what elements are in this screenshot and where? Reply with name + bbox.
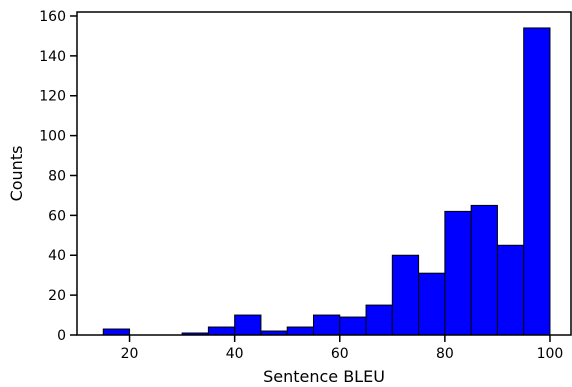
y-tick-label: 140 — [39, 49, 66, 65]
y-tick-label: 160 — [39, 9, 66, 25]
plot-frame — [76, 11, 572, 336]
histogram-bar-9 — [339, 316, 367, 336]
histogram-bar-7 — [286, 326, 314, 336]
histogram-bar-14 — [470, 204, 498, 336]
y-axis-ticks: 0 20 40 60 80 100 120 140 160 — [39, 9, 77, 344]
histogram-bar-16 — [523, 27, 551, 336]
y-axis-label: Counts — [7, 146, 26, 202]
histogram-bar-5 — [234, 314, 262, 336]
x-tick-label: 40 — [226, 346, 244, 362]
y-tick-label: 100 — [39, 129, 66, 145]
y-tick-label: 40 — [48, 248, 66, 264]
x-tick-label: 80 — [436, 346, 454, 362]
histogram-bar-10 — [365, 304, 393, 336]
y-tick-label: 120 — [39, 89, 66, 105]
histogram-bar-12 — [418, 272, 446, 336]
histogram-bar-15 — [496, 244, 525, 336]
x-axis-ticks: 20 40 60 80 100 — [121, 335, 564, 362]
x-tick-label: 20 — [121, 346, 139, 362]
x-axis-label: Sentence BLEU — [263, 367, 385, 386]
x-tick-label: 60 — [331, 346, 349, 362]
y-tick-label: 80 — [48, 168, 66, 184]
histogram-bar-4 — [207, 326, 236, 336]
histogram-bar-0 — [102, 328, 131, 336]
y-tick-label: 60 — [48, 208, 66, 224]
histogram-bar-13 — [444, 210, 472, 336]
histogram-bar-11 — [391, 254, 420, 336]
y-tick-label: 20 — [48, 288, 66, 304]
bars-group — [102, 27, 551, 336]
x-tick-label: 100 — [537, 346, 564, 362]
y-tick-label: 0 — [57, 328, 66, 344]
histogram-bar-8 — [312, 314, 341, 336]
